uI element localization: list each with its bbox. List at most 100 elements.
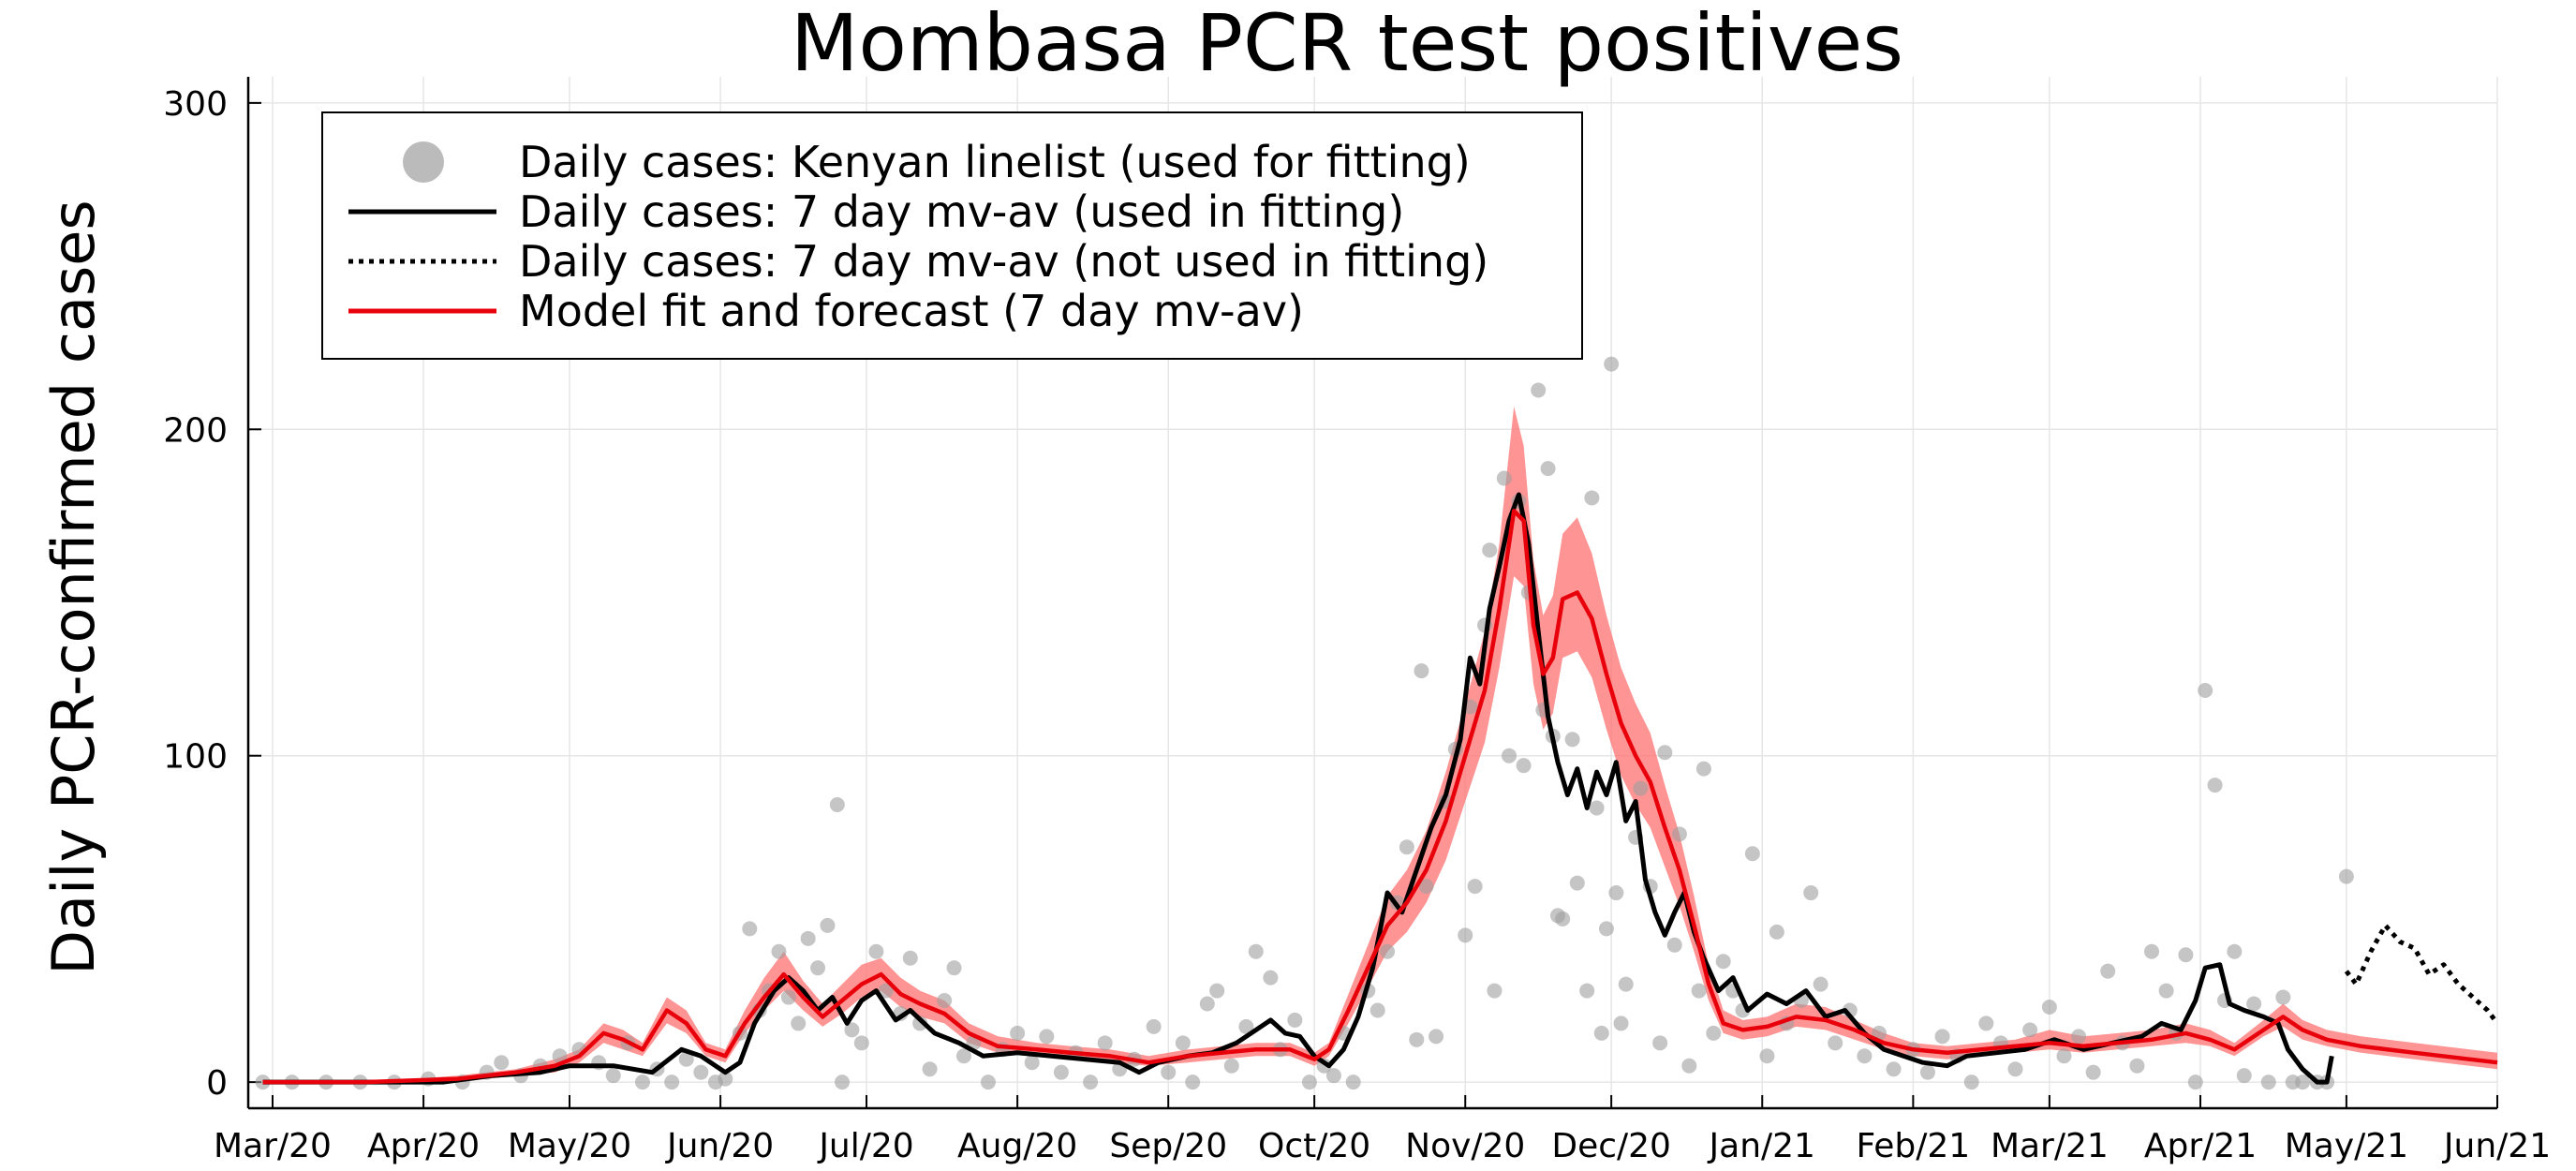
case-point (1579, 983, 1595, 999)
x-tick-label: Jun/20 (665, 1127, 774, 1165)
case-point (2071, 1029, 2087, 1045)
case-point (1657, 745, 1673, 761)
case-point (1744, 846, 1760, 862)
case-point (2158, 983, 2174, 999)
case-point (2056, 1048, 2072, 1064)
case-point (2207, 778, 2223, 793)
case-point (2246, 996, 2262, 1012)
model-fit-line (262, 509, 2498, 1085)
case-point (1238, 1018, 1254, 1034)
case-point (902, 950, 918, 966)
case-point (771, 943, 787, 959)
case-point (980, 1075, 996, 1090)
case-point (1429, 1029, 1444, 1045)
fitted-avg-line (262, 492, 2334, 1085)
case-point (2227, 943, 2243, 959)
case-point (2085, 1064, 2101, 1080)
case-point (1803, 885, 1819, 901)
case-point (1589, 800, 1605, 816)
case-point (1325, 1068, 1341, 1084)
case-point (1593, 1025, 1609, 1041)
case-point (820, 917, 836, 933)
case-point (780, 989, 796, 1005)
case-point (1467, 879, 1483, 895)
case-point (2260, 1075, 2276, 1090)
case-point (1199, 996, 1215, 1012)
case-point (1540, 461, 1556, 477)
case-point (1287, 1012, 1303, 1028)
case-point (1146, 1018, 1162, 1034)
case-point (1487, 983, 1503, 999)
case-point (1828, 1035, 1843, 1051)
x-tick-label: Aug/20 (957, 1127, 1077, 1165)
x-tick-label: Sep/20 (1109, 1127, 1227, 1165)
case-point (1608, 885, 1624, 901)
case-point (1531, 382, 1547, 398)
case-point (912, 1015, 928, 1031)
x-tick-label: Dec/20 (1551, 1127, 1671, 1165)
case-point (878, 983, 894, 999)
case-point (1919, 1064, 1935, 1080)
case-point (2022, 1022, 2038, 1038)
case-point (742, 921, 758, 937)
case-point (605, 1068, 621, 1084)
case-point (810, 960, 826, 976)
case-point (1248, 943, 1264, 959)
y-tick-label: 300 (163, 85, 228, 124)
case-point (2144, 943, 2160, 959)
x-tick-label: Oct/20 (1258, 1127, 1370, 1165)
case-point (1691, 983, 1707, 999)
case-point (2338, 868, 2354, 884)
x-tick-label: May/21 (2285, 1127, 2408, 1165)
case-point (664, 1075, 680, 1090)
unfitted-avg-line (2344, 923, 2500, 1025)
case-point (255, 1075, 271, 1090)
case-point (1857, 1048, 1873, 1064)
case-point (1010, 1025, 1026, 1041)
legend-box (321, 111, 1583, 360)
case-point (678, 1051, 694, 1067)
case-point (1414, 663, 1429, 679)
case-point (844, 1022, 860, 1038)
x-tick-label: Mar/20 (214, 1127, 332, 1165)
case-point (1097, 1035, 1113, 1051)
case-point (1161, 1064, 1177, 1080)
case-point (1671, 826, 1687, 842)
case-point (1409, 1031, 1425, 1047)
case-point (1555, 911, 1571, 926)
x-tick-label: May/20 (508, 1127, 631, 1165)
case-point (1769, 924, 1784, 940)
case-point (946, 960, 962, 976)
case-point (2198, 683, 2213, 699)
case-point (1934, 1029, 1950, 1045)
case-point (2041, 999, 2057, 1015)
case-point (1569, 875, 1585, 891)
case-point (1083, 1075, 1099, 1090)
case-point (1618, 976, 1634, 992)
case-point (868, 943, 884, 959)
case-point (1886, 1061, 1902, 1077)
model-uncertainty-band (262, 406, 2497, 1083)
x-tick-label: Apr/20 (367, 1127, 480, 1165)
case-point (1399, 839, 1414, 855)
x-tick-label: Nov/20 (1405, 1127, 1525, 1165)
case-point (1053, 1064, 1069, 1080)
x-tick-label: Jan/21 (1708, 1127, 1815, 1165)
case-point (800, 930, 816, 946)
case-point (1301, 1075, 1317, 1090)
legend-label-points: Daily cases: Kenyan linelist (used for f… (519, 137, 1471, 187)
case-point (1584, 490, 1600, 506)
case-point (1175, 1035, 1191, 1051)
case-point (955, 1048, 971, 1064)
case-point (1380, 943, 1396, 959)
x-tick-label: Apr/21 (2144, 1127, 2257, 1165)
legend-label-fitted-avg: Daily cases: 7 day mv-av (used in fittin… (519, 186, 1404, 237)
legend-swatch-points (403, 141, 444, 183)
case-point (2100, 963, 2116, 979)
case-point (1633, 780, 1649, 796)
case-point (853, 1035, 869, 1051)
case-point (1502, 748, 1517, 763)
case-point (829, 796, 845, 812)
case-point (1263, 970, 1279, 986)
